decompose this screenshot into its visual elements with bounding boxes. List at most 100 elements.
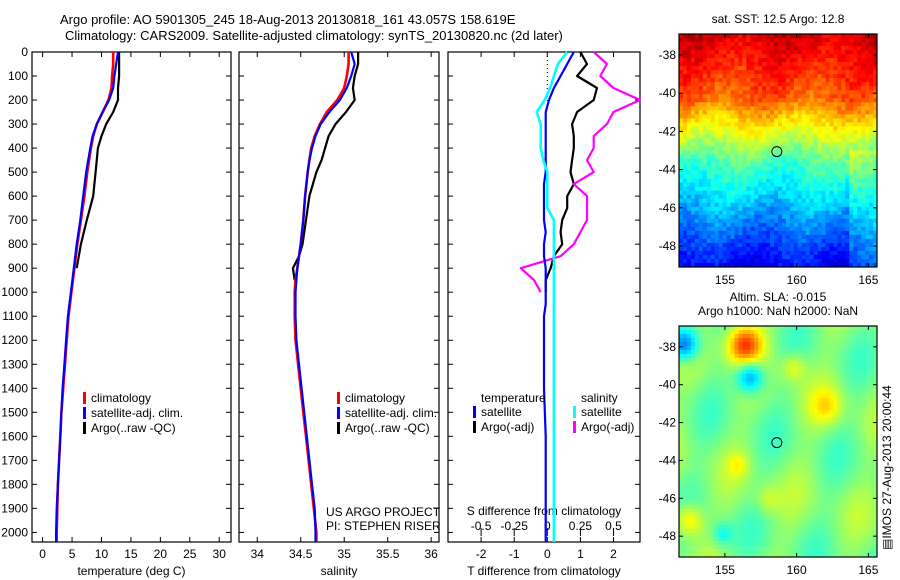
sst-map-cell xyxy=(797,174,803,180)
sst-map-cell xyxy=(853,170,858,176)
sst-map-cell xyxy=(706,246,712,252)
sst-map-cell xyxy=(801,254,807,260)
sst-map-cell xyxy=(853,234,858,240)
sst-map-cell xyxy=(698,258,704,264)
sst-map-cell xyxy=(825,182,830,188)
sst-map-cell xyxy=(758,102,763,107)
sla-map-cell xyxy=(730,397,735,403)
sst-map-cell xyxy=(682,254,688,260)
sst-map-cell xyxy=(694,66,700,71)
sst-map-cell xyxy=(758,58,763,63)
sla-map-cell xyxy=(845,397,850,403)
sla-map-cell xyxy=(793,457,799,462)
sst-map-cell xyxy=(690,166,696,171)
sst-map-cell xyxy=(869,118,874,123)
sst-map-cell xyxy=(837,78,842,83)
sst-map-cell xyxy=(869,34,874,39)
sla-map-cell xyxy=(750,445,755,450)
sst-map-cell xyxy=(770,186,775,192)
sst-map-cell xyxy=(873,42,878,47)
sst-map-cell xyxy=(837,110,842,115)
sla-map-cell xyxy=(805,409,811,415)
sla-map-cell xyxy=(793,445,799,450)
sst-map-cell xyxy=(770,162,775,167)
sst-map-cell xyxy=(869,230,874,236)
sst-map-cell xyxy=(861,98,866,103)
sla-map-cell xyxy=(853,425,858,430)
sst-map-cell xyxy=(845,162,850,167)
sst-map-cell xyxy=(869,70,874,75)
sst-map-title: sat. SST: 12.5 Argo: 12.8 xyxy=(712,12,845,26)
sst-map-cell xyxy=(714,130,719,135)
sst-map-cell xyxy=(726,234,731,240)
sla-map-cell xyxy=(679,413,684,418)
sst-map-cell xyxy=(825,38,830,43)
sst-map-cell xyxy=(785,110,791,115)
sla-map-cell xyxy=(813,369,818,375)
sst-map-cell xyxy=(722,158,727,163)
sla-map-cell xyxy=(817,393,822,399)
sst-map-cell xyxy=(690,50,696,55)
sst-map-cell xyxy=(734,82,739,87)
sst-map-cell xyxy=(853,238,858,244)
sla-map-cell xyxy=(841,326,846,331)
sla-map-cell xyxy=(686,441,692,446)
sst-map-cell xyxy=(821,226,826,232)
sst-map-cell xyxy=(679,74,684,79)
sst-map-cell xyxy=(730,174,735,180)
sst-map-cell xyxy=(766,178,771,184)
sla-map-cell xyxy=(778,365,783,371)
sla-map-cell xyxy=(746,337,751,343)
sla-map-cell xyxy=(841,353,846,359)
sst-map-cell xyxy=(750,54,755,59)
sla-map-cell xyxy=(686,353,692,359)
sla-map-cell xyxy=(837,401,842,407)
sst-map-cell xyxy=(857,198,862,204)
sla-map-cell xyxy=(742,381,747,387)
sst-map-cell xyxy=(849,230,854,236)
sst-map-cell xyxy=(793,170,799,176)
sst-map-cell xyxy=(742,178,747,184)
sla-map-cell xyxy=(817,417,822,422)
sst-map-cell xyxy=(857,38,862,43)
sla-map-cell xyxy=(679,357,684,363)
sla-map-cell xyxy=(837,429,842,434)
sst-map-cell xyxy=(750,130,755,135)
sla-map-cell xyxy=(750,397,755,403)
sla-map-cell xyxy=(809,433,815,438)
sst-map-cell xyxy=(821,190,826,196)
sst-map-cell xyxy=(841,186,846,192)
sla-map-cell xyxy=(742,425,747,430)
sst-map-cell xyxy=(789,122,795,127)
sst-map-cell xyxy=(809,146,815,151)
sst-map-cell xyxy=(746,202,751,208)
sst-map-cell xyxy=(754,54,759,59)
sla-map-cell xyxy=(809,445,815,450)
sla-map-cell xyxy=(679,377,684,383)
sst-map-cell xyxy=(793,106,799,111)
sst-map-cell xyxy=(833,38,838,43)
sst-map-cell xyxy=(793,254,799,260)
sla-map-cell xyxy=(813,425,818,430)
temperature-line-satellite-adj xyxy=(55,51,120,542)
sla-map-cell xyxy=(726,465,731,470)
sla-map-cell xyxy=(865,413,870,418)
sla-map-cell xyxy=(766,433,771,438)
sst-map-cell xyxy=(682,158,688,163)
sst-map-cell xyxy=(797,242,803,248)
sst-map-cell xyxy=(797,62,803,67)
sst-map-cell xyxy=(793,126,799,131)
salinity-legend-1-label: satellite-adj. clim. xyxy=(345,406,437,420)
sst-map-cell xyxy=(825,138,830,143)
sla-map-cell xyxy=(841,389,846,395)
sla-map-cell xyxy=(714,369,719,375)
sla-map-cell xyxy=(742,421,747,426)
sst-map-cell xyxy=(730,34,735,39)
sst-map-cell xyxy=(758,106,763,111)
sst-map-cell xyxy=(789,66,795,71)
sla-map-cell xyxy=(821,409,826,415)
sst-map-cell xyxy=(726,154,731,159)
sst-map-cell xyxy=(750,202,755,208)
sla-map-cell xyxy=(865,401,870,407)
sst-map-cell xyxy=(853,162,858,167)
